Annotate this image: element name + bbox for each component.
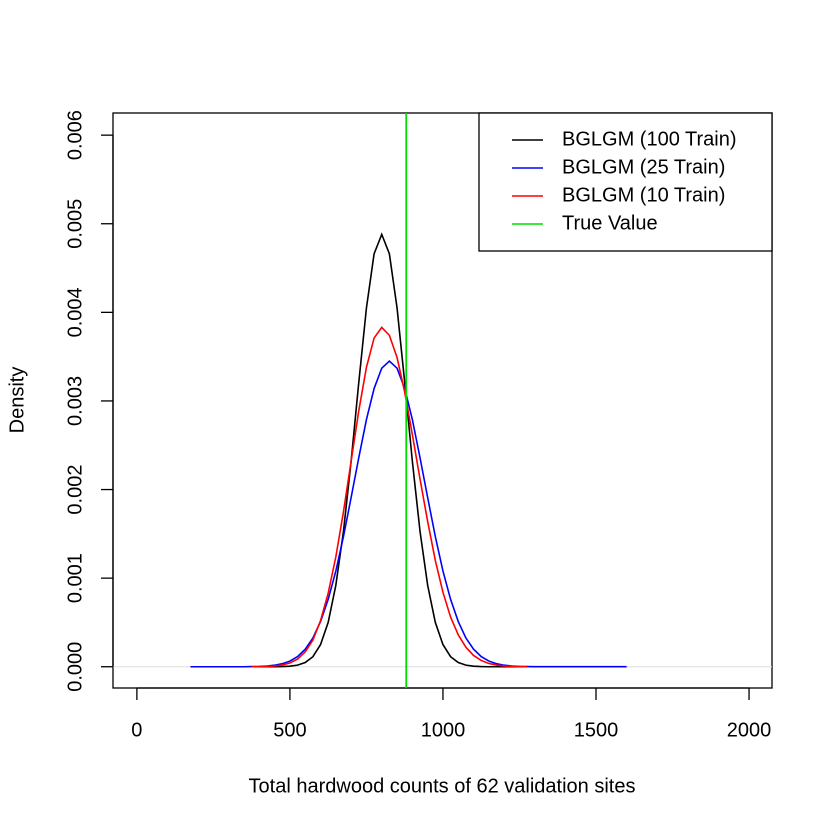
x-tick-label: 1500 (574, 719, 619, 741)
density-line (251, 326, 528, 668)
density-line (190, 359, 627, 668)
x-axis-label: Total hardwood counts of 62 validation s… (249, 775, 636, 797)
y-tick-label: 0.002 (64, 465, 86, 515)
x-tick-label: 500 (273, 719, 306, 741)
x-tick-label: 2000 (727, 719, 772, 741)
y-axis-label: Density (6, 367, 28, 434)
y-tick-label: 0.004 (64, 287, 86, 337)
legend-label: BGLGM (25 Train) (562, 156, 725, 178)
y-tick-label: 0.006 (64, 110, 86, 160)
legend-label: BGLGM (100 Train) (562, 128, 737, 150)
density-line (251, 232, 528, 668)
legend-label: True Value (562, 212, 658, 234)
y-tick-label: 0.000 (64, 642, 86, 692)
legend-box (478, 112, 773, 252)
y-tick-label: 0.005 (64, 199, 86, 249)
x-tick-label: 0 (131, 719, 142, 741)
y-tick-label: 0.001 (64, 553, 86, 603)
legend-label: BGLGM (10 Train) (562, 184, 725, 206)
x-tick-label: 1000 (421, 719, 466, 741)
y-tick-label: 0.003 (64, 376, 86, 426)
